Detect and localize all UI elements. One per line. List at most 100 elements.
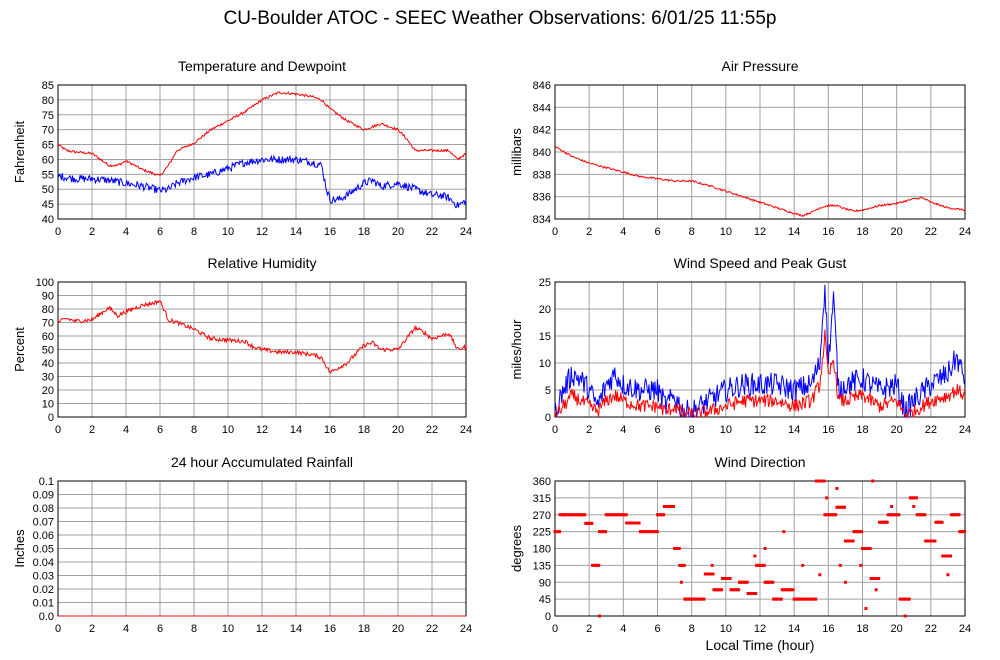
y-tick-label: 10: [539, 358, 551, 370]
x-tick-label: 16: [822, 623, 834, 635]
chart-title: Air Pressure: [721, 58, 798, 74]
data-point: [818, 573, 822, 577]
data-point: [889, 513, 893, 517]
data-point: [775, 597, 779, 601]
x-tick-label: 2: [586, 424, 592, 436]
data-point: [748, 592, 752, 595]
data-point: [918, 513, 922, 517]
x-tick-label: 10: [720, 424, 732, 436]
data-point: [758, 563, 762, 567]
data-point: [737, 588, 741, 592]
data-point: [900, 597, 904, 601]
data-point: [762, 563, 766, 567]
x-tick-label: 16: [822, 226, 834, 238]
data-point: [720, 577, 724, 580]
data-point: [682, 563, 686, 567]
y-axis-label: miles/hour: [509, 319, 524, 380]
y-tick-label: 270: [533, 510, 551, 522]
data-point: [690, 597, 694, 601]
data-point: [662, 513, 666, 517]
data-point: [609, 513, 613, 517]
x-tick-label: 0: [55, 226, 61, 238]
data-point: [845, 539, 849, 543]
plot-frame: [57, 281, 467, 418]
data-point: [741, 580, 745, 584]
data-point: [778, 597, 782, 601]
data-point: [567, 513, 571, 517]
data-point: [575, 513, 579, 517]
data-point: [917, 513, 921, 517]
x-tick-label: 6: [654, 424, 660, 436]
data-point: [756, 563, 760, 567]
data-point: [640, 530, 644, 534]
x-tick-label: 18: [358, 623, 370, 635]
y-tick-label: 842: [533, 125, 551, 137]
y-tick-label: 20: [539, 304, 551, 316]
data-point: [594, 563, 598, 567]
data-point: [660, 513, 664, 517]
x-tick-label: 12: [754, 226, 766, 238]
data-point: [800, 597, 804, 601]
x-tick-label: 8: [689, 424, 695, 436]
data-point: [948, 554, 952, 558]
data-point: [897, 513, 901, 517]
data-point: [562, 513, 566, 517]
data-point: [903, 614, 907, 618]
x-tick-label: 16: [324, 623, 336, 635]
y-tick-label: 0.03: [33, 571, 54, 583]
data-point: [879, 520, 883, 524]
data-point: [581, 513, 585, 517]
y-tick-label: 315: [533, 493, 551, 505]
data-point: [890, 505, 894, 508]
data-point: [643, 530, 647, 534]
x-tick-label: 16: [324, 226, 336, 238]
y-tick-label: 180: [533, 544, 551, 556]
data-point: [864, 607, 868, 610]
x-tick-label: 6: [654, 226, 660, 238]
x-tick-label: 24: [959, 623, 971, 635]
data-point: [906, 597, 910, 601]
series-line-1: [57, 299, 467, 374]
data-point: [703, 572, 707, 576]
data-point: [691, 597, 695, 601]
y-axis-label: Inches: [12, 529, 27, 568]
data-point: [894, 513, 898, 517]
data-point: [624, 513, 628, 517]
y-tick-label: 45: [42, 199, 54, 211]
data-point: [583, 513, 587, 517]
data-point: [606, 513, 610, 517]
x-tick-label: 20: [891, 226, 903, 238]
series-line-1: [57, 91, 467, 177]
data-point: [792, 597, 796, 601]
data-point: [592, 563, 596, 567]
x-tick-label: 24: [460, 424, 472, 436]
data-point: [706, 572, 710, 576]
data-point: [588, 521, 592, 525]
data-point: [920, 513, 924, 517]
data-point: [590, 521, 594, 525]
y-tick-label: 90: [539, 577, 551, 589]
x-tick-label: 6: [157, 424, 163, 436]
data-point: [911, 496, 915, 500]
data-point: [952, 513, 956, 517]
data-point: [782, 588, 786, 592]
x-tick-label: 6: [157, 623, 163, 635]
x-tick-label: 24: [460, 623, 472, 635]
data-point: [923, 513, 927, 517]
series-line-1: [554, 145, 966, 217]
data-point: [670, 505, 674, 508]
data-point: [638, 530, 642, 534]
plot-frame: [554, 480, 966, 617]
data-point: [771, 580, 775, 584]
y-tick-label: 20: [42, 385, 54, 397]
data-point: [626, 521, 630, 525]
data-point: [646, 530, 650, 534]
data-point: [730, 588, 734, 592]
data-point: [935, 520, 939, 524]
data-point: [744, 580, 748, 584]
data-point: [763, 547, 767, 550]
plot-frame: [554, 84, 966, 220]
y-axis-label: millibars: [509, 128, 524, 176]
data-point: [700, 597, 704, 601]
